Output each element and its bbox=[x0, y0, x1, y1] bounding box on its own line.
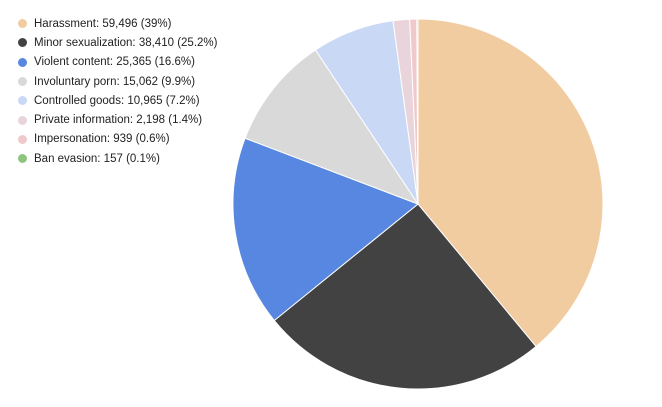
legend-item: Controlled goods: 10,965 (7.2%) bbox=[18, 91, 217, 110]
pie-slice bbox=[244, 49, 420, 206]
legend-item: Involuntary porn: 15,062 (9.9%) bbox=[18, 72, 217, 91]
legend-label: Minor sexualization: 38,410 (25.2%) bbox=[34, 36, 218, 49]
legend-swatch bbox=[18, 154, 27, 164]
legend-swatch bbox=[18, 38, 27, 48]
legend-item: Private information: 2,198 (1.4%) bbox=[18, 110, 217, 129]
legend-swatch bbox=[18, 134, 27, 144]
legend: Harassment: 59,496 (39%) Minor sexualizat… bbox=[18, 14, 217, 168]
legend-swatch bbox=[18, 19, 27, 29]
pie-slice bbox=[232, 137, 419, 322]
legend-swatch bbox=[18, 57, 27, 67]
legend-item: Impersonation: 939 (0.6%) bbox=[18, 130, 217, 149]
legend-label: Violent content: 25,365 (16.6%) bbox=[34, 56, 195, 69]
legend-label: Involuntary porn: 15,062 (9.9%) bbox=[34, 75, 196, 88]
legend-swatch bbox=[18, 77, 27, 87]
pie-slice bbox=[416, 18, 419, 205]
legend-swatch bbox=[18, 96, 27, 106]
pie-slice bbox=[417, 18, 604, 348]
legend-label: Ban evasion: 157 (0.1%) bbox=[34, 152, 160, 165]
legend-item: Harassment: 59,496 (39%) bbox=[18, 14, 217, 33]
legend-label: Impersonation: 939 (0.6%) bbox=[34, 133, 170, 146]
legend-item: Violent content: 25,365 (16.6%) bbox=[18, 53, 217, 72]
legend-item: Ban evasion: 157 (0.1%) bbox=[18, 149, 217, 168]
legend-label: Private information: 2,198 (1.4%) bbox=[34, 114, 203, 127]
legend-swatch bbox=[18, 115, 27, 125]
legend-label: Harassment: 59,496 (39%) bbox=[34, 17, 172, 30]
legend-label: Controlled goods: 10,965 (7.2%) bbox=[34, 94, 200, 107]
legend-item: Minor sexualization: 38,410 (25.2%) bbox=[18, 33, 217, 52]
pie-slice bbox=[273, 203, 537, 390]
